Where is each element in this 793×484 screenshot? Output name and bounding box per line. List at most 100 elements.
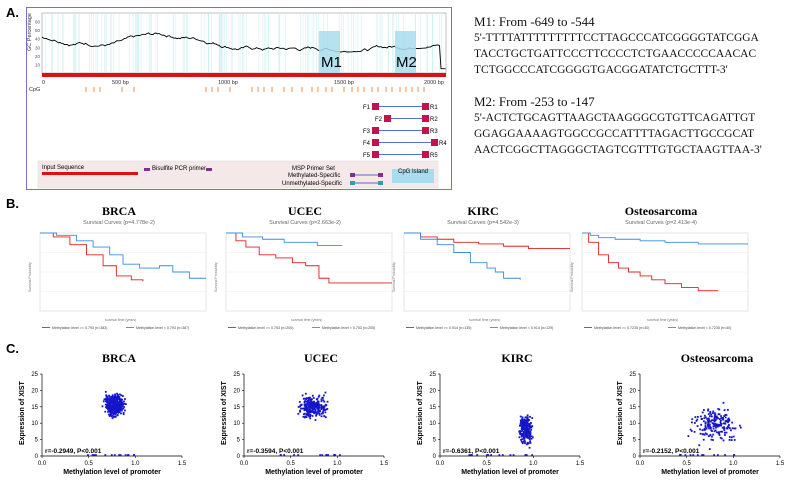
scatter-point <box>712 419 715 422</box>
scatter-point <box>529 432 532 434</box>
scatter-point <box>123 406 125 408</box>
scatter-point <box>702 420 705 423</box>
scatter-point <box>501 454 504 456</box>
scatter-point <box>522 424 525 427</box>
scatter-point <box>110 454 113 456</box>
scatter-point <box>121 404 124 406</box>
legend-unmethylated: Unmethylated-Specific <box>282 181 342 187</box>
scatter-point <box>684 454 687 456</box>
scatter-point <box>323 415 326 418</box>
primer-set-3: F3 R3 <box>363 127 438 135</box>
reverse-primer-label: R1 <box>430 105 438 111</box>
scatter-point <box>704 416 707 419</box>
scatter-point <box>309 406 312 408</box>
scatter-point <box>107 406 110 409</box>
scatter-point <box>308 415 311 418</box>
scatter-point <box>301 394 304 397</box>
scatter-point <box>111 417 114 420</box>
scatter-point <box>325 404 328 407</box>
scatter-point <box>698 444 701 447</box>
scatter-point <box>111 397 113 400</box>
scatter-point <box>718 418 721 421</box>
scatter-point <box>468 454 471 456</box>
scatter-point <box>280 454 282 456</box>
scatter-point <box>723 415 726 417</box>
scatter-point <box>524 420 527 422</box>
scatter-point <box>303 409 306 412</box>
scatter-point <box>696 454 699 456</box>
scatter-point <box>120 408 123 410</box>
scatter-point <box>709 433 712 436</box>
scatter-point <box>303 397 306 400</box>
scatter-point <box>715 426 717 429</box>
scatter-point <box>297 406 300 408</box>
scatter-point <box>324 409 326 411</box>
scatter-point <box>707 422 710 425</box>
scatter-point <box>531 425 534 427</box>
scatter-point <box>689 428 692 431</box>
x-tick-label: 500 bp <box>112 80 129 86</box>
scatter-point <box>109 408 111 411</box>
scatter-point <box>696 418 699 421</box>
scatter-point <box>520 428 523 431</box>
scatter-point <box>710 438 713 441</box>
legend-input-swatch <box>42 172 138 175</box>
scatter-point <box>705 427 708 430</box>
scatter-point <box>118 403 121 406</box>
sequence-x-ticks: 0 500 bp 1000 bp 1500 bp 2000 bp <box>42 80 444 86</box>
scatter-point <box>118 454 121 456</box>
scatter-point <box>321 411 324 414</box>
scatter-point <box>311 401 314 404</box>
scatter-point <box>707 413 710 415</box>
x-tick: 1.5 <box>576 461 585 467</box>
scatter-point <box>486 454 488 456</box>
scatter-point <box>104 454 107 456</box>
scatter-point <box>119 454 122 456</box>
scatter-point <box>704 428 707 431</box>
scatter-point <box>708 419 711 422</box>
scatter-point <box>711 412 714 415</box>
survival-plot-pvalue: Survival Curves (p=4.542e-3) <box>447 220 519 226</box>
scatter-point <box>314 408 317 411</box>
scatter-point <box>306 404 309 406</box>
scatter-point <box>113 406 116 409</box>
scatter-point <box>703 417 706 420</box>
scatter-point <box>702 454 705 456</box>
scatter-point <box>520 430 522 433</box>
panel-b-letter: B. <box>6 196 19 211</box>
scatter-point <box>701 454 703 456</box>
scatter-point <box>526 428 529 431</box>
scatter-point <box>525 416 527 419</box>
scatter-y-label: Expression of XIST <box>417 380 424 445</box>
scatter-point <box>727 426 730 428</box>
scatter-point <box>317 402 320 404</box>
scatter-point <box>106 398 109 401</box>
scatter-point <box>706 433 708 436</box>
scatter-point <box>325 408 328 411</box>
scatter-point <box>713 420 716 423</box>
scatter-point <box>700 423 703 426</box>
scatter-point <box>529 436 531 439</box>
scatter-point <box>298 400 301 403</box>
scatter-point <box>525 424 528 427</box>
scatter-point <box>316 397 319 400</box>
legend-high: Methylation level >= 0.793 (n=383) <box>52 326 107 330</box>
scatter-point <box>120 400 123 403</box>
scatter-point <box>521 422 524 425</box>
msp-primer-sets: F1 R1 F2 R2 F3 R3 F4 R4 F5 R5 <box>363 103 447 159</box>
x-tick: 1.5 <box>380 461 389 467</box>
gc-y-tick: 40 <box>35 37 41 42</box>
scatter-point <box>119 400 122 403</box>
y-axis-label: Survival Probability <box>28 262 32 292</box>
scatter-point <box>712 433 715 436</box>
scatter-point <box>528 438 531 441</box>
scatter-point <box>525 435 527 438</box>
scatter-point <box>304 400 306 403</box>
scatter-point <box>311 415 314 417</box>
scatter-point <box>519 431 522 434</box>
y-axis-label: Survival Probability <box>392 262 396 292</box>
scatter-point <box>725 431 728 434</box>
scatter-point <box>526 434 529 436</box>
y-tick: 20 <box>31 388 38 394</box>
scatter-point <box>714 415 716 418</box>
